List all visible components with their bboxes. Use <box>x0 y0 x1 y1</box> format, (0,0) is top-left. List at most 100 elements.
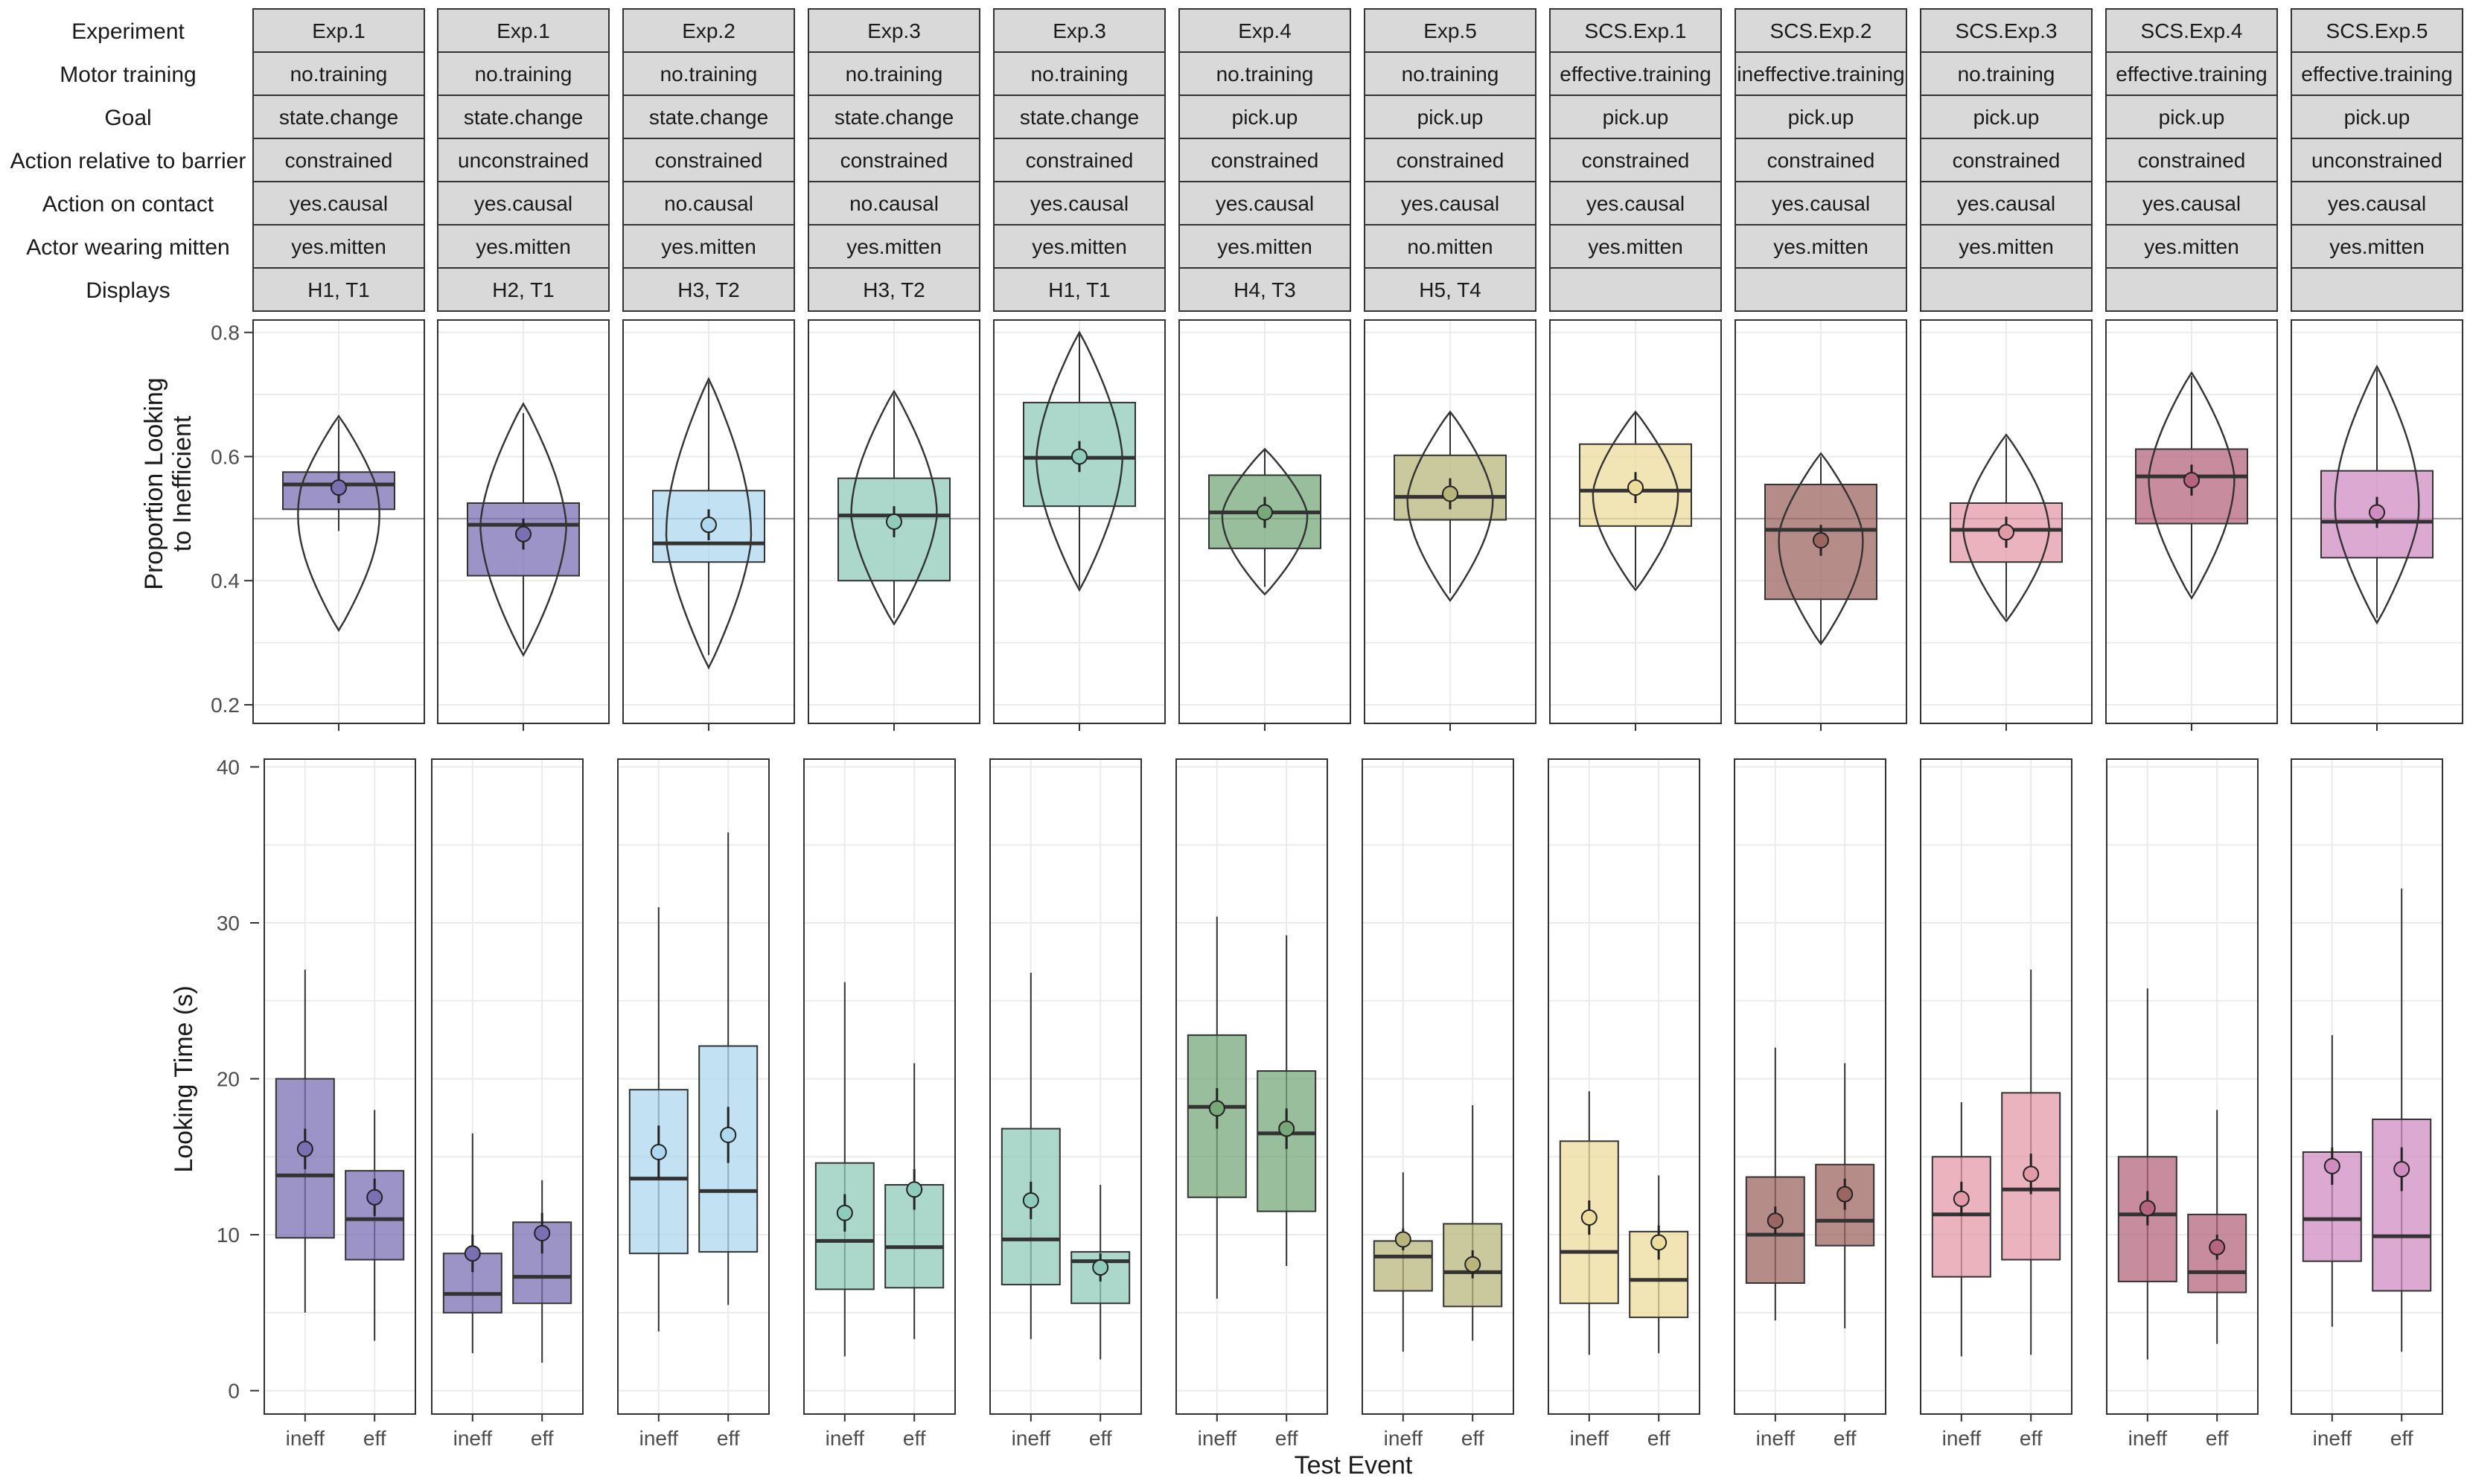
strip-label: effective.training <box>1560 63 1711 86</box>
box-eff <box>2372 1119 2432 1292</box>
strip-label: no.training <box>1402 63 1499 86</box>
mean-point <box>1022 1192 1039 1209</box>
strip-label: state.change <box>649 106 768 129</box>
looking-time-panel: ineff eff <box>1548 758 1700 1450</box>
mean-point <box>1464 1256 1481 1273</box>
strip-cell <box>1364 51 1536 96</box>
x-tick-label: eff <box>1461 1427 1484 1450</box>
proportion-panel <box>1178 319 1351 731</box>
mean-point <box>2369 504 2385 521</box>
strip-label: H3, T2 <box>677 278 740 301</box>
panel-border <box>2106 758 2259 1415</box>
strip-label: SCS.Exp.5 <box>2326 19 2428 42</box>
strip-label: no.mitten <box>1407 235 1493 258</box>
panel-border <box>431 758 584 1415</box>
strip-cell <box>2291 51 2463 96</box>
strip-cell <box>252 8 425 53</box>
strip-label: constrained <box>1397 149 1504 172</box>
strip-label: no.training <box>1216 63 1314 86</box>
panel-border <box>1734 758 1886 1415</box>
strip-label: ineffective.training <box>1737 63 1904 86</box>
mean-point <box>1442 485 1458 502</box>
row-label: Experiment <box>71 19 185 44</box>
strip-label: SCS.Exp.1 <box>1585 19 1687 42</box>
mean-point <box>1953 1190 1970 1207</box>
proportion-panel <box>808 319 980 731</box>
strip-cell <box>1920 138 2093 182</box>
mean-point <box>2393 1161 2410 1178</box>
strip-label: no.causal <box>664 192 753 215</box>
mean-point <box>1257 504 1273 521</box>
strip-cell <box>993 8 1166 53</box>
strip-cell <box>2105 181 2278 226</box>
strip-label: constrained <box>1026 149 1134 172</box>
x-tick-label: eff <box>1647 1427 1670 1450</box>
looking-time-panel: ineff eff <box>1734 758 1886 1450</box>
strip-cell <box>2291 224 2463 269</box>
mean-point <box>1278 1120 1295 1137</box>
row-label: Motor training <box>60 63 196 87</box>
x-tick-label: eff <box>1834 1427 1857 1450</box>
strip-cell <box>1364 8 1536 53</box>
strip-cell <box>993 181 1166 226</box>
mean-point <box>836 1204 853 1221</box>
proportion-panel <box>622 319 795 731</box>
mean-point <box>2323 1157 2340 1174</box>
top-y-axis-label-line2: to Inefficient <box>168 415 197 551</box>
looking-time-panel: ineff eff <box>1175 758 1328 1450</box>
strip-cell <box>622 224 795 269</box>
strip-label: yes.mitten <box>2144 235 2239 258</box>
x-tick-label: ineff <box>826 1427 865 1450</box>
strip-label: constrained <box>1582 149 1690 172</box>
strip-cell <box>808 267 980 312</box>
mean-point <box>2139 1200 2156 1217</box>
strip-label: yes.causal <box>1586 192 1685 215</box>
strip-label: constrained <box>655 149 763 172</box>
row-label: Action on contact <box>42 192 214 217</box>
strip-label: pick.up <box>2159 106 2225 129</box>
strip-label: Exp.1 <box>312 19 366 42</box>
strip-label: yes.causal <box>1401 192 1499 215</box>
strip-cell <box>2105 95 2278 139</box>
mean-point <box>650 1144 667 1160</box>
strip-cell <box>1735 224 1907 269</box>
x-tick-label: ineff <box>1384 1427 1423 1450</box>
strip-cell <box>808 8 980 53</box>
proportion-panel <box>437 319 610 731</box>
mean-point <box>886 514 902 530</box>
proportion-panels <box>252 319 2463 731</box>
strip-cell <box>1920 181 2093 226</box>
panel-background <box>1362 759 1513 1414</box>
strip-label: unconstrained <box>458 149 589 172</box>
looking-time-panels: ineff eff ineff eff ineff eff ineff eff ineff eff… <box>264 758 2443 1450</box>
strip-label: H4, T3 <box>1234 278 1296 301</box>
strip-label: H2, T1 <box>492 278 555 301</box>
y-tick-label: 0.2 <box>211 694 240 717</box>
x-tick-label: ineff <box>1942 1427 1982 1450</box>
strip-label: constrained <box>1767 149 1875 172</box>
proportion-panel <box>1735 319 1907 731</box>
strip-label: state.change <box>464 106 583 129</box>
violin <box>2148 371 2236 600</box>
strip-cell <box>2291 267 2463 312</box>
mean-point <box>1071 448 1088 465</box>
strip-label: yes.mitten <box>1773 235 1869 258</box>
strip-cell <box>252 267 425 312</box>
strip-cell <box>2291 8 2463 53</box>
panel-background <box>2107 759 2258 1414</box>
strip-cell <box>1364 95 1536 139</box>
strip-label: no.training <box>660 63 758 86</box>
mean-point <box>1580 1209 1598 1226</box>
strip-label: SCS.Exp.3 <box>1956 19 2058 42</box>
strip-label: constrained <box>840 149 948 172</box>
mean-point <box>2023 1165 2040 1183</box>
panel-border <box>2291 758 2443 1415</box>
strip-cell <box>622 138 795 182</box>
strip-label: SCS.Exp.2 <box>1770 19 1872 42</box>
mean-point <box>464 1245 481 1262</box>
panel-background <box>804 759 955 1414</box>
strip-cell <box>437 95 610 139</box>
y-tick-label: 0.8 <box>211 322 240 345</box>
strip-label: pick.up <box>1973 106 2040 129</box>
mean-point <box>534 1224 551 1241</box>
